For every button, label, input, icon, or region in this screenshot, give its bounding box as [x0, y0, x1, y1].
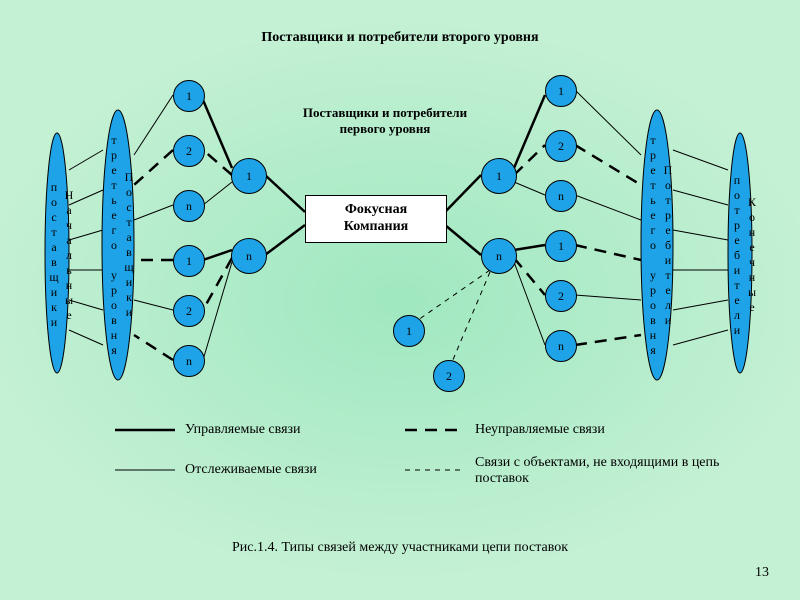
node-L3e: 2 [173, 295, 205, 327]
edge-tracked [673, 330, 728, 345]
edge-tracked [673, 190, 728, 205]
node-R3e: 2 [545, 280, 577, 312]
edge-tracked [134, 300, 173, 310]
edge-managed [445, 225, 481, 255]
title-top: Поставщики и потребители второго уровня [210, 30, 590, 46]
edge-unmanaged [203, 150, 232, 175]
edge-tracked [134, 95, 173, 155]
edge-unmanaged [514, 258, 545, 295]
node-L3a: 1 [173, 80, 205, 112]
node-R2b: n [481, 238, 517, 274]
legend-text-tracked: Отслеживаемые связи [185, 462, 385, 478]
node-R3d: 1 [545, 230, 577, 262]
edge-tracked [203, 182, 232, 205]
edge-managed [445, 175, 481, 212]
edge-tracked [514, 182, 545, 195]
focus-company-box: ФокуснаяКомпания [305, 195, 447, 243]
edge-tracked [673, 230, 728, 240]
title-mid: Поставщики и потребители первого уровня [300, 105, 470, 137]
edge-managed [514, 95, 545, 168]
edge-tracked [134, 205, 173, 220]
edge-tracked [575, 195, 641, 220]
legend-text-unmanaged: Неуправляемые связи [475, 422, 675, 438]
edge-external [452, 272, 490, 362]
edge-tracked [673, 300, 728, 310]
edge-managed [514, 245, 545, 250]
edge-unmanaged [134, 150, 173, 185]
node-L2a: 1 [231, 158, 267, 194]
edge-managed [203, 100, 232, 168]
edge-unmanaged [134, 335, 173, 360]
edge-external [418, 270, 490, 320]
node-Bt2: 2 [433, 360, 465, 392]
ellipse-label-e1: Начальные поставщики [46, 145, 76, 365]
edge-managed [265, 175, 305, 212]
ellipse-label-e4: Конечные потребители [729, 145, 759, 365]
edge-unmanaged [203, 258, 232, 310]
legend-text-external: Связи с объектами, не входящими в цепь п… [475, 455, 735, 487]
node-L3f: n [173, 345, 205, 377]
node-R3a: 1 [545, 75, 577, 107]
node-L3b: 2 [173, 135, 205, 167]
edge-tracked [673, 150, 728, 170]
page-number: 13 [755, 565, 769, 581]
edge-unmanaged [575, 245, 641, 260]
edge-tracked [575, 295, 641, 300]
node-R3f: n [545, 330, 577, 362]
node-L3d: 1 [173, 245, 205, 277]
node-Bt1: 1 [393, 315, 425, 347]
edge-unmanaged [575, 335, 641, 345]
edge-managed [265, 225, 305, 255]
node-R3b: 2 [545, 130, 577, 162]
edge-managed [203, 250, 232, 260]
edge-tracked [575, 90, 641, 155]
ellipse-label-e3: Потребители третьего уровня [645, 125, 675, 365]
edge-tracked [514, 262, 545, 345]
edge-tracked [203, 262, 232, 360]
legend-text-managed: Управляемые связи [185, 422, 365, 438]
node-L3c: n [173, 190, 205, 222]
node-L2b: n [231, 238, 267, 274]
ellipse-label-e2: Поставщики третьего уровня [106, 125, 136, 365]
figure-caption: Рис.1.4. Типы связей между участниками ц… [0, 540, 800, 556]
node-R3c: n [545, 180, 577, 212]
edge-unmanaged [575, 145, 641, 185]
node-R2a: 1 [481, 158, 517, 194]
